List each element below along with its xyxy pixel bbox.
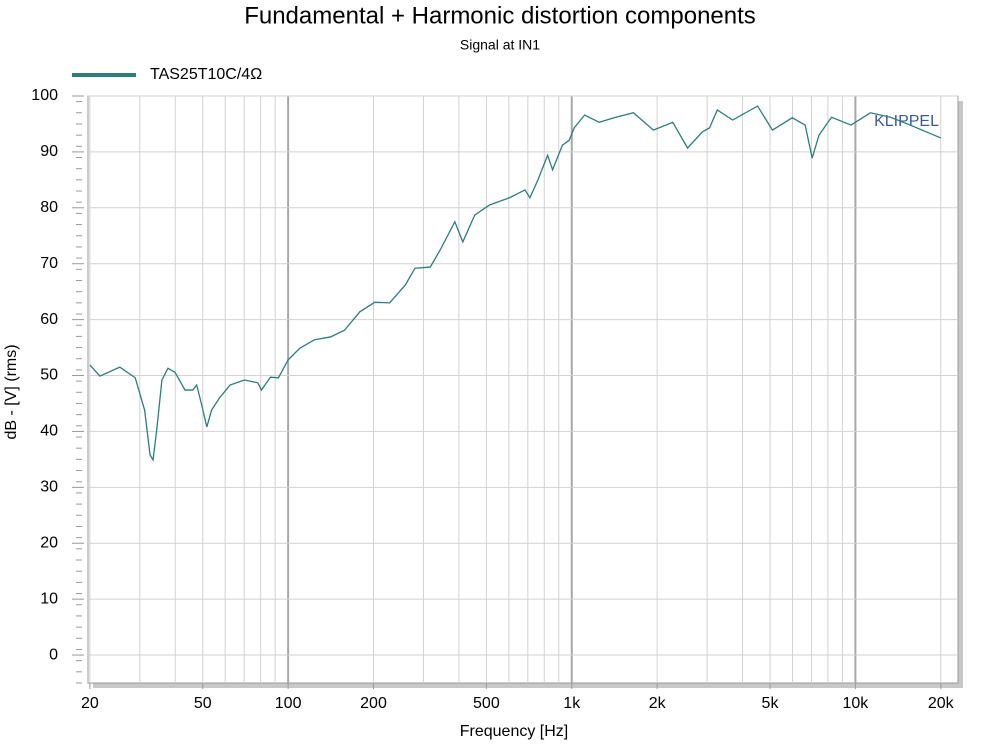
y-tick-label: 60 — [40, 311, 58, 328]
y-tick-label: 90 — [40, 143, 58, 160]
chart-subtitle: Signal at IN1 — [460, 37, 540, 53]
y-tick-label: 80 — [40, 199, 58, 216]
y-tick-label: 100 — [31, 87, 58, 104]
data-line — [89, 105, 942, 462]
y-tick-label: 10 — [40, 590, 58, 607]
x-tick-label: 200 — [360, 695, 387, 712]
y-tick-label: 30 — [40, 479, 58, 496]
x-tick-label: 5k — [762, 695, 780, 712]
x-tick-label: 100 — [275, 695, 302, 712]
x-tick-label: 20 — [81, 695, 99, 712]
plot-area — [87, 95, 959, 684]
legend-label: TAS25T10C/4Ω — [150, 66, 262, 83]
y-tick-label: 70 — [40, 255, 58, 272]
y-axis-label: dB - [V] (rms) — [3, 344, 20, 439]
y-tick-label: 20 — [40, 534, 58, 551]
x-tick-label: 50 — [194, 695, 212, 712]
chart-title: Fundamental + Harmonic distortion compon… — [244, 2, 756, 29]
x-tick-label: 1k — [563, 695, 581, 712]
y-tick-label: 40 — [40, 423, 58, 440]
x-tick-label: 500 — [473, 695, 500, 712]
x-tick-label: 2k — [649, 695, 667, 712]
y-tick-label: 0 — [49, 646, 58, 663]
x-axis-label: Frequency [Hz] — [460, 723, 568, 740]
x-tick-label: 20k — [928, 695, 955, 712]
x-tick-label: 10k — [843, 695, 870, 712]
y-tick-label: 50 — [40, 367, 58, 384]
